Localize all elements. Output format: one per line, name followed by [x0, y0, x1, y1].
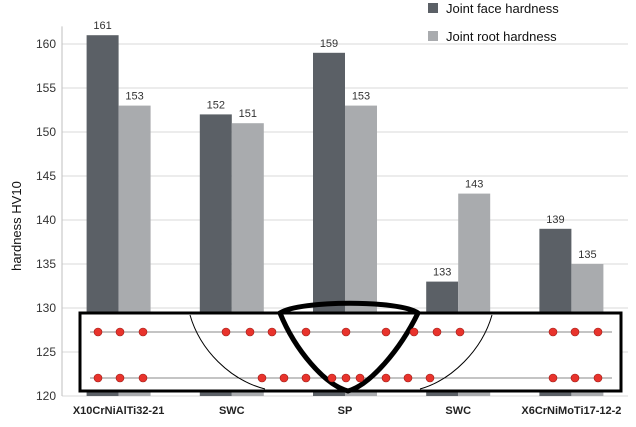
measurement-point: [381, 373, 391, 383]
measurement-point: [245, 327, 255, 337]
measurement-point: [455, 327, 465, 337]
data-label: 153: [352, 91, 370, 103]
x-tick-label: SWC: [219, 405, 245, 417]
data-label: 135: [578, 249, 596, 261]
measurement-point: [138, 327, 148, 337]
y-tick-label: 145: [36, 169, 56, 183]
y-tick-label: 160: [36, 37, 56, 51]
measurement-point: [341, 373, 351, 383]
y-tick-label: 140: [36, 213, 56, 227]
measurement-point: [355, 373, 365, 383]
y-axis-label: hardness HV10: [9, 181, 24, 271]
data-label: 152: [207, 99, 225, 111]
measurement-point: [279, 373, 289, 383]
legend-label: Joint face hardness: [446, 1, 559, 16]
x-tick-label: X10CrNiAlTi32-21: [73, 405, 165, 417]
measurement-point: [267, 327, 277, 337]
y-tick-label: 155: [36, 81, 56, 95]
data-label: 161: [93, 20, 111, 32]
measurement-point: [425, 373, 435, 383]
measurement-point: [593, 327, 603, 337]
legend-swatch: [428, 31, 438, 41]
y-tick-label: 120: [36, 389, 56, 403]
data-label: 143: [465, 179, 483, 191]
x-tick-label: SWC: [445, 405, 471, 417]
measurement-point: [548, 373, 558, 383]
measurement-point: [115, 327, 125, 337]
data-label: 153: [125, 91, 143, 103]
measurement-point: [301, 373, 311, 383]
measurement-point: [138, 373, 148, 383]
category-labels: X10CrNiAlTi32-21 SWC SP SWC X6CrNiMoTi17-12-…: [73, 405, 622, 417]
measurement-point: [548, 327, 558, 337]
measurement-point: [341, 327, 351, 337]
data-label: 133: [433, 267, 451, 279]
data-label: 139: [546, 214, 564, 226]
measurement-point: [327, 373, 337, 383]
data-label: 151: [239, 108, 257, 120]
y-ticks: 120 125 130 135 140 145 150 155 160: [36, 37, 56, 403]
measurement-point: [115, 373, 125, 383]
measurement-point: [403, 373, 413, 383]
weld-inset: [78, 300, 623, 394]
x-tick-label: SP: [338, 405, 353, 417]
fusion-line-left: [189, 314, 266, 390]
measurement-point: [221, 327, 231, 337]
y-tick-label: 125: [36, 345, 56, 359]
weld-seam-outline: [276, 300, 422, 394]
inset-frame: [78, 311, 623, 393]
y-tick-label: 130: [36, 301, 56, 315]
fusion-line-right: [419, 314, 493, 390]
data-label: 159: [320, 38, 338, 50]
measurement-point: [301, 327, 311, 337]
measurement-point: [570, 327, 580, 337]
measurement-point: [381, 327, 391, 337]
measurement-point: [257, 373, 267, 383]
y-tick-label: 135: [36, 257, 56, 271]
x-tick-label: X6CrNiMoTi17-12-2: [521, 405, 621, 417]
measurement-point: [93, 327, 103, 337]
measurement-point: [570, 373, 580, 383]
measurement-point: [432, 327, 442, 337]
legend-swatch: [428, 3, 438, 13]
measurement-point: [593, 373, 603, 383]
legend: Joint face hardness Joint root hardness: [428, 1, 559, 44]
data-labels: 161 153 152 151 159 153 133 143 139 135: [93, 20, 596, 278]
measurement-point: [93, 373, 103, 383]
measurement-point: [409, 327, 419, 337]
y-tick-label: 150: [36, 125, 56, 139]
legend-label: Joint root hardness: [446, 29, 557, 44]
